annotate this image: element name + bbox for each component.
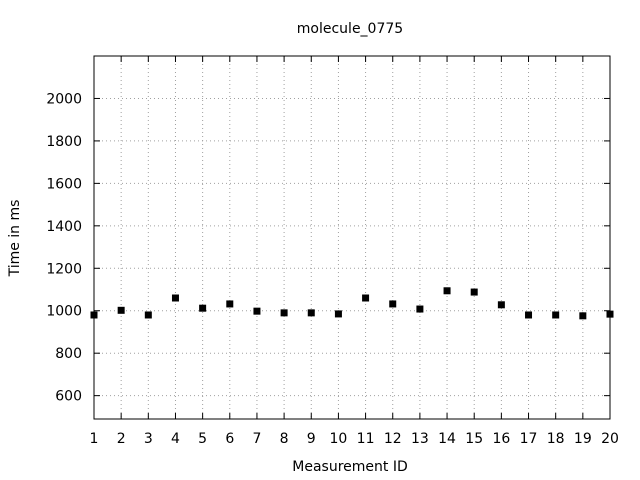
data-point — [552, 311, 560, 319]
data-point — [579, 312, 587, 320]
data-point — [334, 310, 342, 318]
data-point — [389, 300, 397, 308]
data-point — [362, 294, 370, 302]
x-axis-label: Measurement ID — [292, 459, 407, 475]
data-point — [606, 310, 614, 318]
plot-frame — [93, 55, 611, 420]
x-tick-labels: 1 2 3 4 5 6 7 8 9 10 11 12 13 14 15 16 17 18 19 20 — [90, 431, 619, 447]
y-tick-label: 1800 — [46, 134, 82, 150]
data-points — [90, 287, 614, 320]
data-point — [144, 311, 152, 319]
y-tick-label: 2000 — [46, 91, 82, 107]
x-tick-label: 13 — [411, 431, 429, 447]
data-point — [307, 309, 315, 317]
x-tick-label: 4 — [171, 431, 180, 447]
y-tick-label: 1200 — [46, 261, 82, 277]
data-point — [90, 311, 98, 319]
data-point — [525, 311, 533, 319]
data-point — [470, 288, 478, 296]
x-tick-label: 3 — [144, 431, 153, 447]
data-point — [199, 304, 207, 312]
x-tick-label: 12 — [384, 431, 402, 447]
x-tick-label: 18 — [547, 431, 565, 447]
grid — [94, 56, 610, 419]
x-tick-label: 20 — [601, 431, 619, 447]
x-tick-label: 10 — [330, 431, 348, 447]
x-tick-label: 19 — [574, 431, 592, 447]
x-tick-label: 7 — [252, 431, 261, 447]
x-tick-label: 5 — [198, 431, 207, 447]
axis-ticks — [93, 56, 611, 419]
data-point — [443, 287, 451, 295]
y-tick-label: 1400 — [46, 219, 82, 235]
x-tick-label: 8 — [280, 431, 289, 447]
x-tick-label: 17 — [520, 431, 538, 447]
y-tick-label: 1600 — [46, 176, 82, 192]
x-tick-label: 2 — [117, 431, 126, 447]
y-tick-label: 600 — [55, 389, 82, 405]
data-point — [253, 307, 261, 315]
chart-title: molecule_0775 — [297, 21, 403, 37]
y-axis-label: Time in ms — [7, 200, 23, 278]
data-point — [171, 294, 179, 302]
data-point — [280, 309, 288, 317]
x-tick-label: 1 — [90, 431, 99, 447]
y-tick-label: 800 — [55, 346, 82, 362]
x-tick-label: 15 — [465, 431, 483, 447]
x-tick-label: 6 — [225, 431, 234, 447]
data-point — [497, 301, 505, 309]
data-point — [226, 300, 234, 308]
x-tick-label: 9 — [307, 431, 316, 447]
x-tick-label: 16 — [492, 431, 510, 447]
x-tick-label: 11 — [357, 431, 375, 447]
y-tick-labels: 600 800 1000 1200 1400 1600 1800 2000 — [46, 91, 82, 404]
data-point — [117, 306, 125, 314]
data-point — [416, 305, 424, 313]
y-tick-label: 1000 — [46, 304, 82, 320]
x-tick-label: 14 — [438, 431, 456, 447]
